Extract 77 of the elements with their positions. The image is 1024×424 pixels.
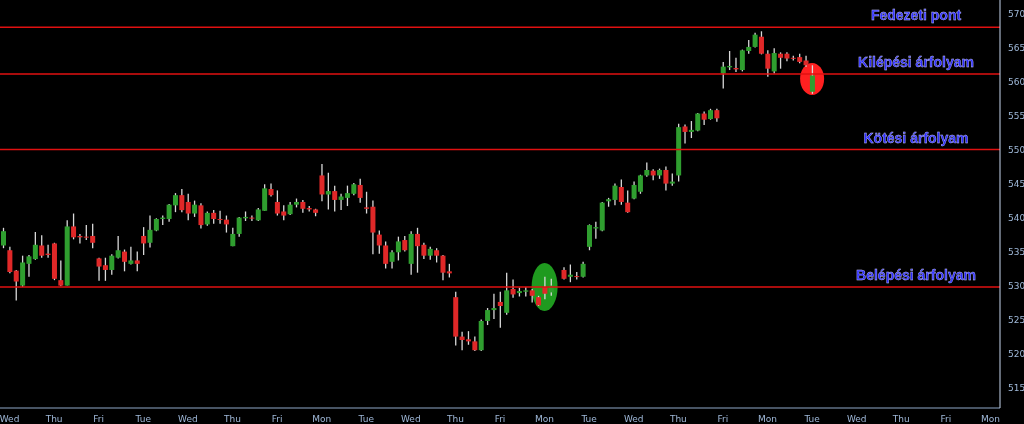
candlestick xyxy=(771,47,777,75)
x-tick-label: Fri xyxy=(717,414,729,424)
x-tick-label: Tue xyxy=(580,414,598,424)
y-tick-label: 550 xyxy=(1008,144,1024,155)
x-tick-label: Mon xyxy=(312,414,332,424)
ref-line-label: Fedezeti pont xyxy=(870,7,962,24)
x-tick-label: Thu xyxy=(891,414,910,424)
candlestick xyxy=(376,229,382,255)
y-tick-label: 560 xyxy=(1008,76,1024,87)
x-tick-label: Wed xyxy=(846,414,867,424)
candlestick xyxy=(332,184,338,213)
candlestick xyxy=(109,253,115,276)
y-tick-label: 565 xyxy=(1008,42,1024,53)
candlestick xyxy=(179,188,185,213)
candlestick xyxy=(128,246,134,266)
x-tick-label: Fri xyxy=(271,414,283,424)
x-tick-label: Tue xyxy=(134,414,152,424)
candlestick xyxy=(618,178,624,206)
candlestick xyxy=(440,254,446,281)
x-tick-label: Tue xyxy=(357,414,375,424)
candlestick xyxy=(58,259,64,287)
x-tick-label: Thu xyxy=(668,414,687,424)
candlestick xyxy=(185,193,191,221)
candlestick xyxy=(357,178,363,204)
candlestick xyxy=(497,291,503,329)
candlestick xyxy=(134,250,140,272)
candlestick xyxy=(682,123,688,145)
candlestick xyxy=(809,64,815,95)
y-tick-label: 525 xyxy=(1008,314,1024,325)
candlestick xyxy=(1,227,6,249)
ref-line-label: Belépési árfolyam xyxy=(856,266,976,283)
x-tick-label: Wed xyxy=(178,414,198,424)
candlestick xyxy=(7,246,13,275)
x-tick-label: Mon xyxy=(758,414,778,424)
candlestick xyxy=(141,226,147,256)
x-tick-label: Fri xyxy=(494,414,506,424)
x-tick-label: Thu xyxy=(44,414,63,424)
candlestick xyxy=(663,165,669,192)
candlestick xyxy=(249,214,255,222)
x-tick-label: Fri xyxy=(93,414,105,424)
y-tick-label: 555 xyxy=(1008,110,1024,121)
candlestick xyxy=(198,202,204,230)
candlestick xyxy=(32,231,38,261)
ref-line-label: Kilépési árfolyam xyxy=(858,54,974,71)
candlestick xyxy=(491,293,497,320)
y-tick-label: 570 xyxy=(1008,8,1024,19)
y-tick-label: 545 xyxy=(1008,178,1024,189)
x-tick-label: Wed xyxy=(623,414,644,424)
candlestick xyxy=(395,235,401,262)
candlestick xyxy=(765,49,771,78)
candlestick xyxy=(122,248,128,272)
candlestick xyxy=(383,240,389,270)
candlestick xyxy=(13,269,19,302)
x-tick-label: Thu xyxy=(223,414,241,424)
y-tick-label: 520 xyxy=(1008,348,1024,359)
x-tick-label: Mon xyxy=(535,414,555,424)
y-tick-label: 530 xyxy=(1008,280,1024,291)
y-tick-label: 540 xyxy=(1008,212,1024,223)
candlestick xyxy=(147,214,153,249)
candlestick xyxy=(510,278,516,299)
candlestick xyxy=(172,192,178,213)
x-tick-label: Fri xyxy=(940,414,952,424)
candlestick xyxy=(504,272,510,316)
x-tick-label: Thu xyxy=(445,414,464,424)
x-tick-label: Wed xyxy=(0,414,20,424)
y-tick-label: 515 xyxy=(1008,382,1024,393)
x-tick-label: Tue xyxy=(803,414,821,424)
ref-line-label: Kötési árfolyam xyxy=(863,129,969,146)
y-tick-label: 535 xyxy=(1008,246,1024,257)
x-tick-label: Mon xyxy=(980,414,1000,424)
candlestick xyxy=(217,210,223,225)
candlestick xyxy=(236,216,242,238)
candlestick xyxy=(319,163,325,202)
candlestick xyxy=(625,189,631,214)
candlestick xyxy=(389,249,395,270)
x-tick-label: Wed xyxy=(401,414,421,424)
candlestick xyxy=(39,234,45,259)
